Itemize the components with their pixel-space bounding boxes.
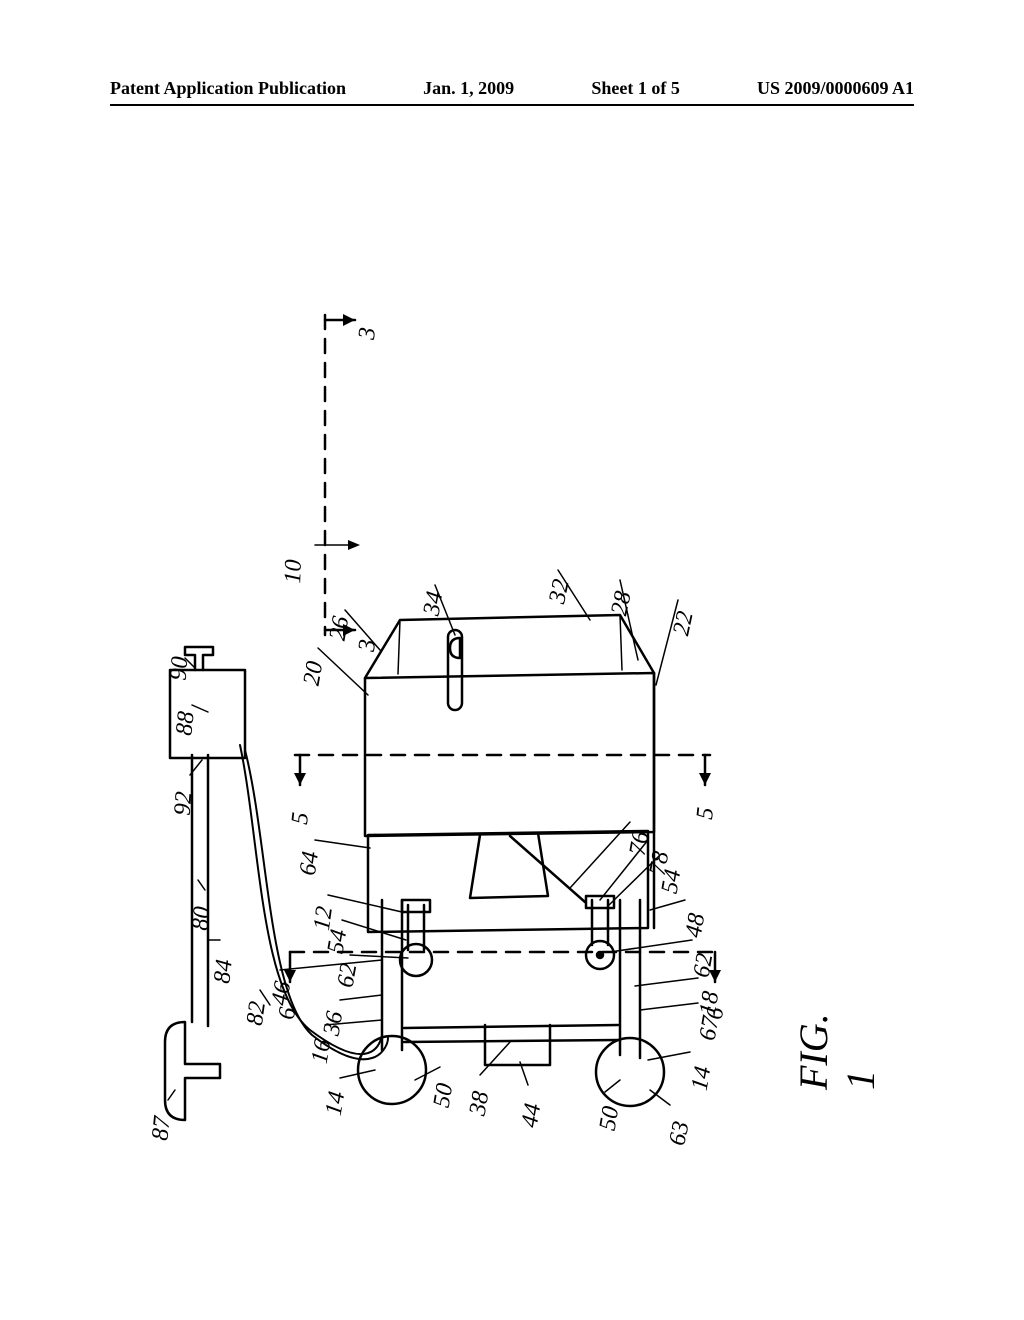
ref-14b: 14 (687, 1064, 718, 1092)
header-pubno: US 2009/0000609 A1 (757, 78, 914, 99)
ref-38: 38 (465, 1089, 496, 1117)
ref-26: 26 (325, 614, 356, 642)
ref-92: 92 (170, 791, 199, 817)
figure-label: FIG. 1 (790, 1010, 884, 1090)
figure-1: FIG. 1 10 90 88 92 80 84 82 87 26 20 34 … (150, 200, 870, 1150)
ref-34: 34 (419, 589, 450, 617)
ref-46: 46 (267, 979, 298, 1007)
ref-62b: 62 (689, 951, 720, 979)
ref-16: 16 (307, 1037, 338, 1065)
ref-54a: 54 (323, 927, 354, 955)
ref-36: 36 (319, 1009, 350, 1037)
ref-76: 76 (625, 829, 656, 857)
ref-50b: 50 (595, 1104, 626, 1132)
ref-44: 44 (517, 1101, 548, 1129)
ref-87: 87 (147, 1115, 176, 1142)
ref-88: 88 (171, 710, 200, 737)
ref-10: 10 (280, 559, 308, 584)
ref-84: 84 (209, 958, 238, 985)
header-sheet: Sheet 1 of 5 (591, 78, 680, 99)
ref-80: 80 (188, 905, 217, 931)
ref-64: 64 (295, 850, 325, 878)
header-rule (110, 104, 914, 106)
ref-90: 90 (166, 656, 195, 682)
ref-82: 82 (242, 1000, 272, 1028)
header-publication: Patent Application Publication (110, 78, 346, 99)
ref-48: 48 (681, 911, 712, 939)
ref-62a: 62 (333, 961, 364, 989)
ref-14a: 14 (321, 1089, 352, 1117)
ref-50a: 50 (429, 1081, 460, 1109)
ref-20: 20 (299, 659, 330, 687)
header-date: Jan. 1, 2009 (423, 78, 514, 99)
